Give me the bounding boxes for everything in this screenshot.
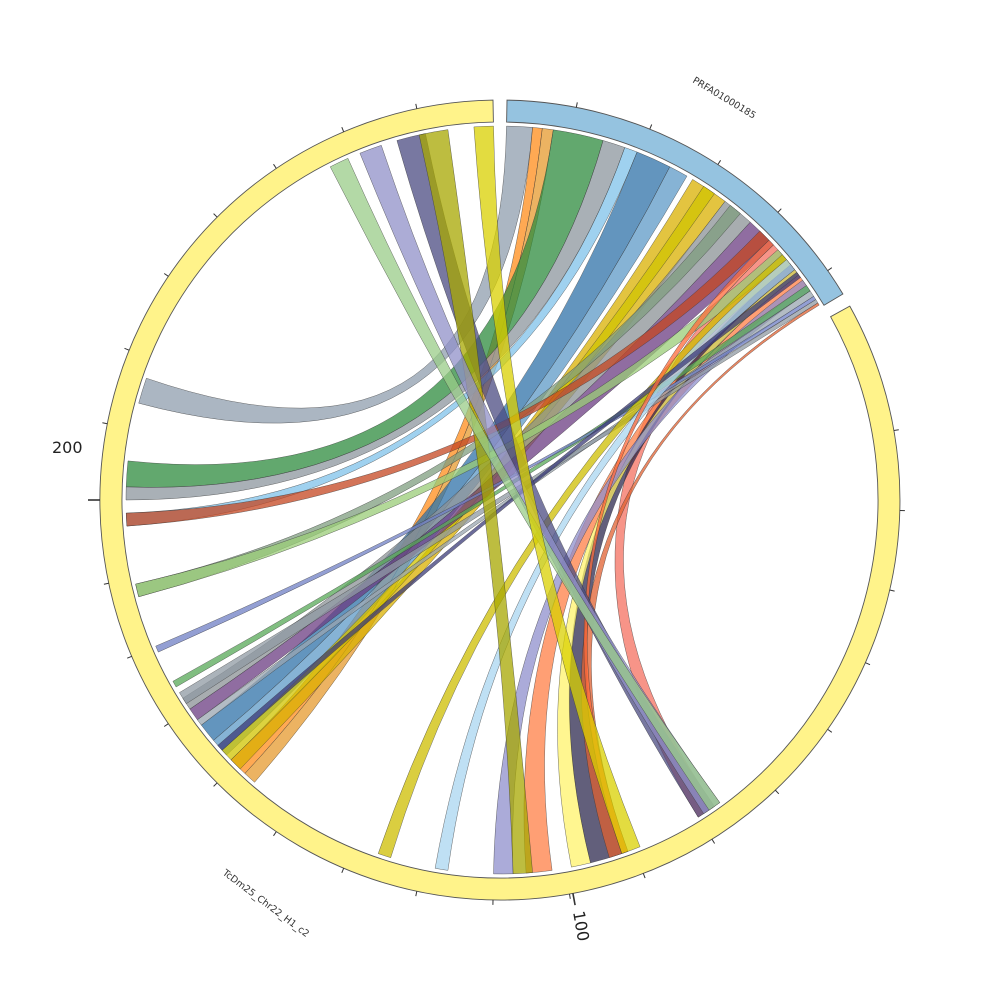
tick-mark [127,655,132,659]
tick-mark [103,582,109,585]
tick-mark [415,891,418,897]
segment-tcdm25-chr22-h1-c2 [99,99,901,901]
tick-label-200: 200 [52,438,83,457]
ideogram-layer [99,99,901,901]
tick-mark [642,873,646,879]
segment-prfa01000185 [506,99,844,306]
tick-mark [889,589,895,592]
tick-mark [649,124,653,130]
tick-mark [415,103,418,109]
tick-mark [213,213,218,218]
tick-mark [827,267,833,272]
link-ribbon [473,125,641,854]
tick-mark [163,723,169,727]
tick-mark-major [572,893,576,906]
segment-label-prfa01000185: PRFA01000185 [690,75,757,121]
tick-label-100: 100 [569,909,593,942]
link-ribbon [217,271,801,751]
tick-mark [341,868,345,873]
segment-label-tcdm25-chr22-h1-c2: TcDm25_Chr22_H1_c2 [219,867,311,940]
link-ribbon [329,157,721,811]
links-layer [125,125,820,875]
tick-mark [213,782,218,787]
tick-mark [774,789,780,795]
link-ribbon [155,295,817,653]
tick-mark [163,273,169,277]
tick-mark [102,422,108,425]
tick-mark [893,429,899,431]
tick-mark [711,838,716,844]
tick-mark [273,831,277,837]
link-ribbon [125,230,770,527]
tick-mark [569,893,571,899]
tick-mark [717,160,722,165]
tick-mark [777,208,782,213]
tick-mark [865,662,871,666]
tick-mark [124,347,130,351]
tick-mark [341,127,345,132]
tick-mark [575,102,578,108]
ticks-layer [88,102,905,906]
link-ribbon [434,259,796,871]
tick-mark [273,163,277,169]
tick-mark [827,728,833,733]
